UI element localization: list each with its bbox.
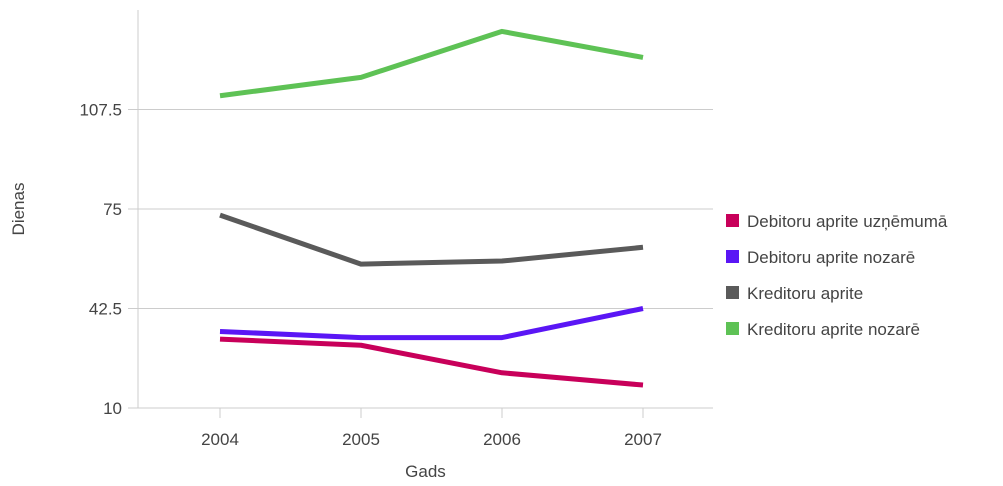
legend-swatch: [726, 286, 739, 299]
series-line-2: [219, 212, 644, 267]
y-tick-label: 107.5: [79, 101, 122, 120]
legend-label: Debitoru aprite uzņēmumā: [747, 212, 948, 231]
x-axis-title: Gads: [405, 462, 446, 481]
x-tick-label: 2006: [483, 430, 521, 449]
y-tick-label: 42.5: [89, 300, 122, 319]
legend-swatch: [726, 322, 739, 335]
y-tick-labels: 10 42.5 75 107.5: [79, 101, 138, 418]
y-tick-label: 75: [103, 200, 122, 219]
series-line-0: [219, 336, 644, 388]
series-lines: [219, 28, 644, 388]
x-tick-label: 2005: [342, 430, 380, 449]
x-tick-label: 2007: [624, 430, 662, 449]
series-line-1: [219, 306, 644, 341]
gridlines: [138, 109, 713, 309]
legend-swatch: [726, 214, 739, 227]
legend-label: Kreditoru aprite nozarē: [747, 320, 920, 339]
x-tick-labels: 2004 2005 2006 2007: [201, 408, 662, 449]
y-tick-label: 10: [103, 399, 122, 418]
series-line-3: [219, 28, 644, 99]
y-axis-title: Dienas: [9, 183, 28, 236]
legend-label: Debitoru aprite nozarē: [747, 248, 915, 267]
legend: Debitoru aprite uzņēmumā Debitoru aprite …: [726, 212, 948, 339]
x-tick-label: 2004: [201, 430, 239, 449]
legend-label: Kreditoru aprite: [747, 284, 863, 303]
legend-swatch: [726, 250, 739, 263]
